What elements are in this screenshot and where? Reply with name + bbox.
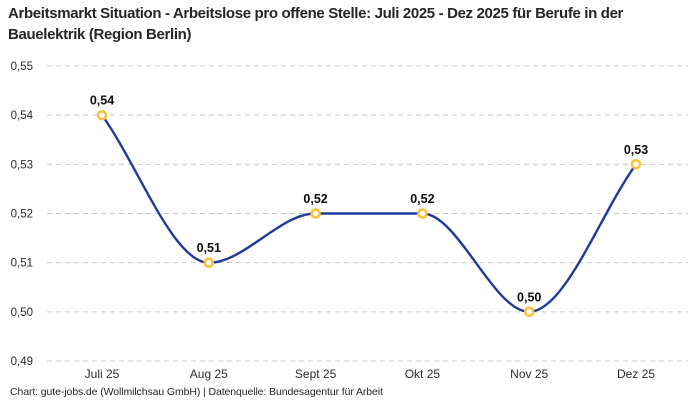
data-point-label: 0,53 [624, 143, 648, 157]
y-axis-tick-label: 0,50 [11, 307, 33, 319]
data-point-label: 0,52 [303, 192, 327, 206]
data-point-marker[interactable] [417, 208, 428, 219]
y-axis-tick-label: 0,52 [11, 209, 33, 221]
chart-attribution: Chart: gute-jobs.de (Wollmilchsau GmbH) … [10, 386, 383, 398]
data-point-marker[interactable] [96, 109, 108, 121]
data-point-marker[interactable] [630, 159, 642, 170]
trend-line [100, 114, 638, 314]
y-axis-tick-label: 0,53 [11, 159, 33, 171]
data-point-marker[interactable] [310, 208, 321, 219]
data-point-marker[interactable] [203, 257, 215, 269]
y-axis-tick-label: 0,55 [11, 61, 33, 73]
data-point-label: 0,52 [410, 192, 434, 206]
chart-title: Arbeitsmarkt Situation - Arbeitslose pro… [8, 5, 624, 43]
data-point-label: 0,50 [517, 290, 541, 304]
x-axis-label: Aug 25 [190, 367, 228, 381]
x-axis-label: Dez 25 [617, 367, 655, 381]
x-axis-label: Sept 25 [295, 367, 337, 381]
y-axis-tick-label: 0,49 [11, 356, 33, 368]
y-axis-tick-label: 0,51 [11, 258, 33, 270]
x-axis-label: Nov 25 [510, 367, 548, 381]
x-axis-label: Okt 25 [405, 367, 441, 381]
data-point-marker[interactable] [523, 306, 535, 318]
data-point-label: 0,54 [90, 94, 114, 108]
y-axis-tick-label: 0,54 [11, 110, 34, 122]
x-axis-label: Juli 25 [85, 367, 120, 381]
data-point-label: 0,51 [197, 241, 221, 255]
